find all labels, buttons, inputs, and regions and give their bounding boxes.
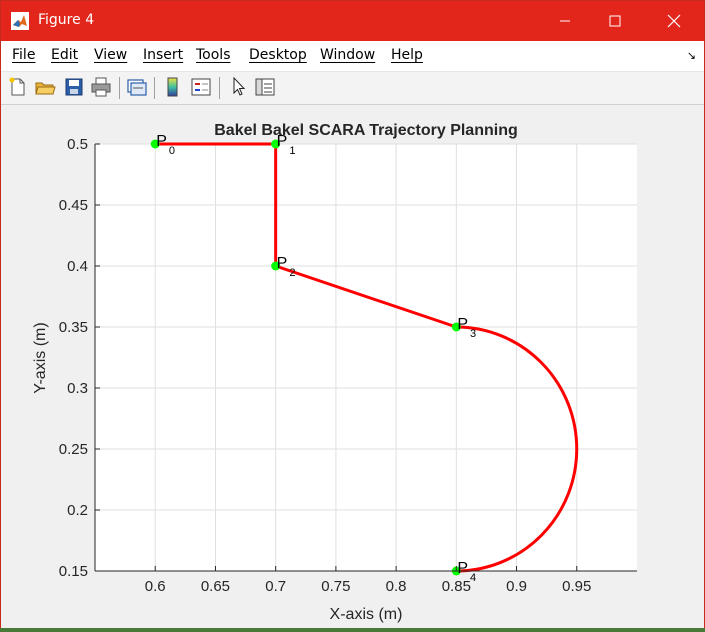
minimize-button[interactable]: [542, 1, 588, 41]
trajectory-segment: [274, 264, 458, 329]
new-figure-icon[interactable]: [7, 76, 29, 98]
waypoint-label: P0: [156, 133, 175, 157]
menu-file[interactable]: File: [12, 47, 36, 63]
y-tick-label: 0.45: [59, 197, 88, 214]
plot-svg: Bakel Bakel SCARA Trajectory Planning P0…: [32, 122, 637, 623]
waypoint-marker: [451, 322, 461, 332]
menu-bar: File Edit View Insert Tools Desktop Wind…: [1, 41, 704, 72]
waypoint-marker: [150, 139, 160, 149]
print-icon[interactable]: [90, 76, 112, 98]
x-axis-label: X-axis (m): [330, 606, 403, 623]
waypoint-label-letter: P: [277, 133, 288, 150]
waypoint-marker: [271, 261, 281, 271]
y-tick-label: 0.3: [67, 380, 88, 397]
y-tick-label: 0.5: [67, 136, 88, 153]
matlab-logo-icon: [11, 12, 29, 30]
legend-icon[interactable]: [190, 76, 212, 98]
waypoint-label: P2: [277, 255, 296, 279]
waypoint-label-subscript: 0: [169, 145, 175, 157]
waypoint-label: P1: [277, 133, 296, 157]
plot-area: [95, 144, 637, 571]
waypoint-label-subscript: 4: [470, 572, 476, 584]
waypoint-label: P4: [457, 560, 476, 584]
menu-edit[interactable]: Edit: [51, 47, 79, 63]
minimize-icon: [560, 20, 570, 22]
waypoint-label-subscript: 3: [470, 328, 476, 340]
waypoint-label-letter: P: [457, 316, 468, 333]
menu-desktop[interactable]: Desktop: [249, 47, 307, 63]
waypoint-label-letter: P: [457, 560, 468, 577]
waypoint-label-letter: P: [156, 133, 167, 150]
menu-help[interactable]: Help: [391, 47, 423, 63]
property-inspector-icon[interactable]: [254, 76, 276, 98]
menu-tools[interactable]: Tools: [196, 47, 231, 63]
toolbar: [1, 72, 704, 105]
waypoint-label: P3: [457, 316, 476, 340]
trajectory-group: [153, 142, 579, 573]
x-tick-label: 0.8: [386, 578, 407, 595]
x-tick-label: 0.6: [145, 578, 166, 595]
maximize-button[interactable]: [592, 1, 638, 41]
y-tick-label: 0.25: [59, 441, 88, 458]
x-tick-label: 0.65: [201, 578, 230, 595]
toolbar-separator: [219, 77, 220, 99]
tick-labels: 0.6 0.65 0.7 0.75 0.8 0.85 0.9 0.95 0.15 0.2 0.25 0…: [59, 136, 592, 595]
dock-arrow-icon[interactable]: ↘: [686, 49, 696, 62]
x-tick-label: 0.9: [506, 578, 527, 595]
save-icon[interactable]: [63, 76, 85, 98]
open-file-icon[interactable]: [34, 76, 56, 98]
waypoint-label-letter: P: [277, 255, 288, 272]
edit-plot-icon[interactable]: [228, 76, 250, 98]
waypoint-label-subscript: 2: [289, 267, 295, 279]
waypoint-marker: [271, 139, 281, 149]
maximize-icon: [609, 15, 621, 27]
toolbar-separator: [154, 77, 155, 99]
toolbar-separator: [119, 77, 120, 99]
x-tick-label: 0.95: [562, 578, 591, 595]
close-icon: [667, 14, 681, 28]
y-tick-label: 0.15: [59, 563, 88, 580]
y-axis-label: Y-axis (m): [32, 322, 49, 393]
y-tick-label: 0.4: [67, 258, 88, 275]
waypoint-label-subscript: 1: [289, 145, 295, 157]
menu-window[interactable]: Window: [320, 47, 376, 63]
window-title: Figure 4: [38, 12, 95, 28]
x-tick-label: 0.85: [442, 578, 471, 595]
close-button[interactable]: [651, 1, 697, 41]
colorbar-icon[interactable]: [162, 76, 184, 98]
axes-frame: [94, 143, 637, 572]
y-tick-label: 0.2: [67, 502, 88, 519]
title-bar[interactable]: Figure 4: [1, 1, 704, 41]
x-tick-label: 0.75: [321, 578, 350, 595]
y-tick-label: 0.35: [59, 319, 88, 336]
x-tick-label: 0.7: [265, 578, 286, 595]
link-plot-icon[interactable]: [125, 76, 147, 98]
figure-canvas: Bakel Bakel SCARA Trajectory Planning P0…: [1, 105, 704, 628]
menu-view[interactable]: View: [94, 47, 128, 63]
chart-title: Bakel Bakel SCARA Trajectory Planning: [214, 122, 518, 139]
menu-insert[interactable]: Insert: [143, 47, 184, 63]
trajectory-arc: [456, 325, 579, 573]
